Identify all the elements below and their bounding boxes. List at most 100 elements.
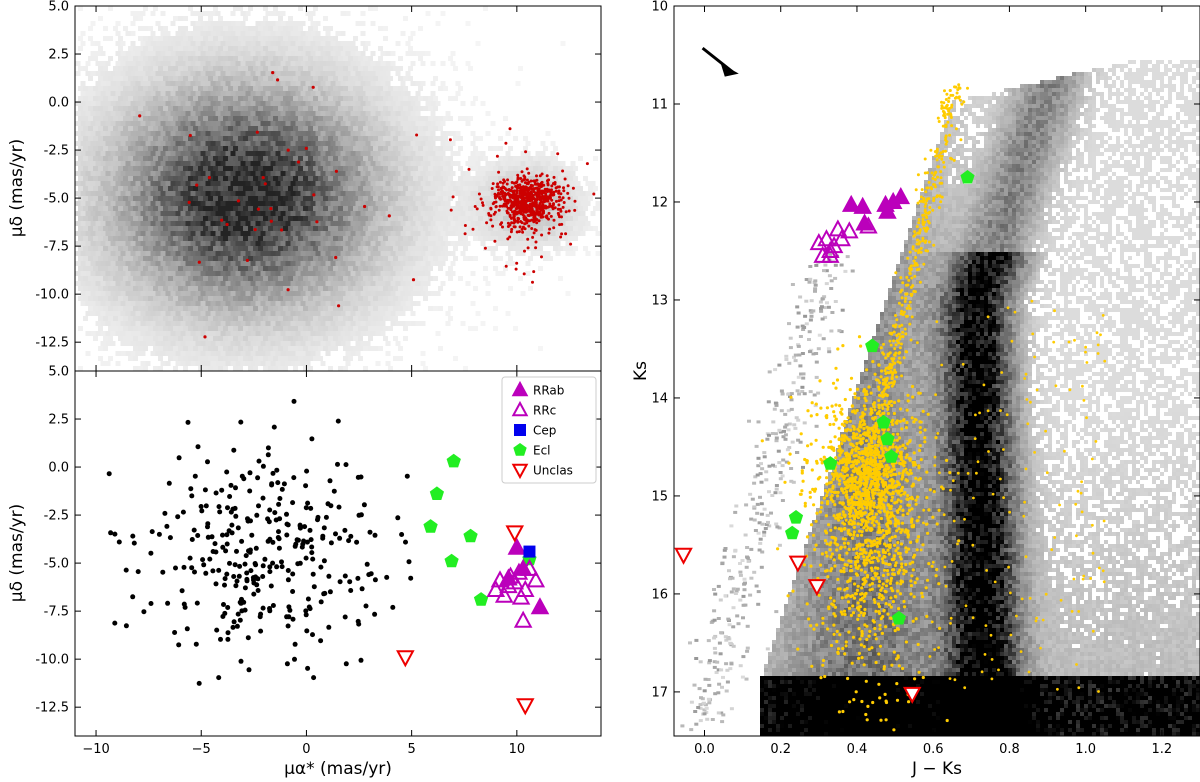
field-star-point (284, 661, 290, 667)
yellow-point (847, 547, 851, 552)
field-star-point (191, 527, 197, 533)
yellow-point (847, 521, 851, 524)
yellow-point (867, 494, 871, 498)
yellow-point (841, 709, 845, 714)
yellow-point (815, 459, 819, 463)
yellow-point (836, 647, 841, 651)
yellow-point (846, 600, 851, 604)
yellow-point (882, 468, 886, 472)
red-point (547, 195, 551, 199)
yellow-point (899, 342, 903, 346)
unclas-marker (505, 525, 525, 543)
red-point (532, 187, 536, 191)
yellow-point (937, 508, 941, 512)
red-point (512, 214, 516, 218)
yellow-point (878, 644, 883, 648)
yellow-point (842, 460, 847, 464)
yellow-point (871, 560, 875, 564)
yellow-point (860, 586, 864, 590)
yellow-point (863, 594, 867, 598)
yellow-point (854, 563, 858, 567)
field-star-point (233, 513, 239, 519)
yellow-point (922, 521, 925, 525)
red-point (138, 114, 142, 118)
yellow-point (844, 453, 848, 457)
yellow-point (892, 339, 896, 343)
red-point (561, 196, 565, 200)
yellow-point (845, 495, 849, 500)
yellow-point (888, 506, 892, 511)
yellow-point (932, 243, 936, 247)
yellow-point (909, 338, 913, 342)
yellow-point (913, 274, 917, 278)
field-star-point (266, 519, 272, 525)
red-point (528, 199, 532, 203)
yellow-point (879, 500, 883, 504)
yellow-point (873, 549, 877, 553)
yellow-point (877, 522, 881, 526)
yellow-point (1005, 413, 1009, 417)
yellow-point (905, 408, 909, 412)
yellow-point (921, 595, 925, 599)
yellow-point (870, 582, 875, 586)
field-star-point (193, 641, 199, 647)
red-point (545, 187, 549, 191)
red-point (552, 193, 556, 197)
field-star-point (196, 680, 202, 686)
yellow-point (1097, 690, 1100, 693)
red-point (523, 177, 527, 181)
yellow-point (892, 357, 896, 361)
red-point (263, 182, 267, 186)
red-point (276, 78, 280, 82)
yellow-point (832, 422, 836, 426)
field-star-point (255, 588, 261, 593)
yellow-point (876, 602, 881, 606)
yellow-point (940, 485, 944, 489)
yellow-point (945, 92, 949, 96)
yellow-point (900, 374, 904, 378)
yellow-point (840, 468, 844, 472)
yellow-point (864, 591, 868, 596)
yellow-point (853, 392, 857, 396)
red-point (558, 215, 561, 219)
yellow-point (946, 120, 950, 124)
yellow-point (900, 288, 904, 292)
yellow-point (912, 451, 916, 455)
yellow-point (815, 511, 819, 515)
yellow-point (864, 433, 868, 437)
yellow-point (877, 509, 881, 513)
yellow-point (851, 635, 856, 639)
yellow-point (813, 489, 817, 493)
yellow-point (839, 516, 844, 520)
yellow-point (840, 407, 844, 411)
legend-label: Cep (533, 424, 556, 438)
yellow-point (848, 532, 852, 537)
red-point (492, 201, 496, 204)
red-point (530, 212, 534, 216)
yellow-point (830, 552, 835, 556)
yellow-point (874, 466, 878, 470)
field-star-point (299, 544, 305, 550)
yellow-point (876, 443, 880, 448)
yellow-point (879, 462, 883, 466)
field-star-point (203, 503, 209, 509)
yellow-point (895, 318, 899, 322)
yellow-point (825, 416, 829, 420)
field-star-point (372, 611, 378, 617)
red-point (551, 203, 555, 207)
field-star-point (216, 504, 222, 510)
yellow-point (842, 423, 846, 428)
field-star-point (231, 619, 237, 625)
yellow-point (867, 634, 871, 638)
red-point (542, 198, 546, 202)
yellow-point (871, 494, 875, 498)
yellow-point (883, 481, 887, 485)
yellow-point (947, 100, 951, 103)
field-star-point (212, 541, 218, 547)
yellow-point (884, 562, 888, 566)
yellow-point (871, 619, 875, 623)
yellow-point (882, 505, 886, 509)
yellow-point (947, 96, 951, 100)
yellow-point (861, 452, 865, 456)
red-point (411, 278, 416, 282)
